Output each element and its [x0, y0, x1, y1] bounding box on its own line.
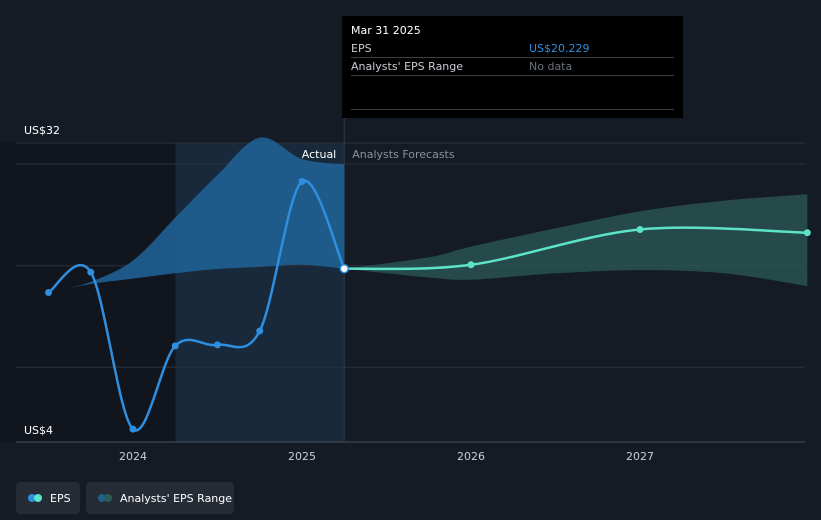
tooltip: Mar 31 2025 EPS US$20.229 Analysts' EPS …	[342, 16, 683, 118]
actual-eps-point	[298, 177, 306, 185]
actual-eps-point	[256, 327, 264, 335]
forecast-eps-point	[803, 229, 811, 237]
actual-eps-point	[87, 268, 95, 276]
tooltip-date: Mar 31 2025	[351, 24, 421, 37]
y-tick-label: US$32	[24, 124, 60, 137]
tooltip-range-value: No data	[529, 60, 573, 73]
legend-eps-label: EPS	[50, 491, 71, 505]
x-tick-label: 2027	[626, 450, 654, 463]
legend-range-label: Analysts' EPS Range	[120, 491, 233, 505]
range-legend-icon	[98, 494, 112, 502]
actual-eps-point	[129, 425, 137, 433]
forecast-eps-point	[467, 261, 475, 269]
tooltip-range-label: Analysts' EPS Range	[351, 60, 464, 73]
actual-eps-point	[45, 289, 52, 296]
tooltip-eps-value: US$20.229	[529, 42, 590, 55]
actual-eps-point	[171, 342, 179, 350]
legend-range[interactable]: Analysts' EPS Range	[86, 482, 234, 514]
actual-eps-point	[214, 341, 221, 349]
tooltip-divider	[351, 75, 674, 76]
past-shade	[0, 143, 176, 442]
actual-eps-point	[339, 263, 349, 274]
eps-legend-icon	[28, 494, 42, 502]
legend-eps[interactable]: EPS	[16, 482, 80, 514]
tooltip-eps-label: EPS	[351, 42, 372, 55]
forecast-region-label: Analysts Forecasts	[352, 148, 455, 161]
x-tick-label: 2025	[288, 450, 316, 463]
x-tick-label: 2024	[119, 450, 147, 463]
forecast-eps-point	[636, 225, 644, 233]
tooltip-divider	[351, 109, 674, 110]
actual-eps-line	[47, 179, 346, 432]
forecast-eps-line	[344, 226, 808, 271]
actual-region-label: Actual	[302, 148, 336, 161]
tooltip-divider	[351, 57, 674, 58]
x-tick-label: 2026	[457, 450, 485, 463]
y-tick-label: US$4	[24, 424, 53, 437]
actual-eps-range-band	[48, 137, 345, 293]
